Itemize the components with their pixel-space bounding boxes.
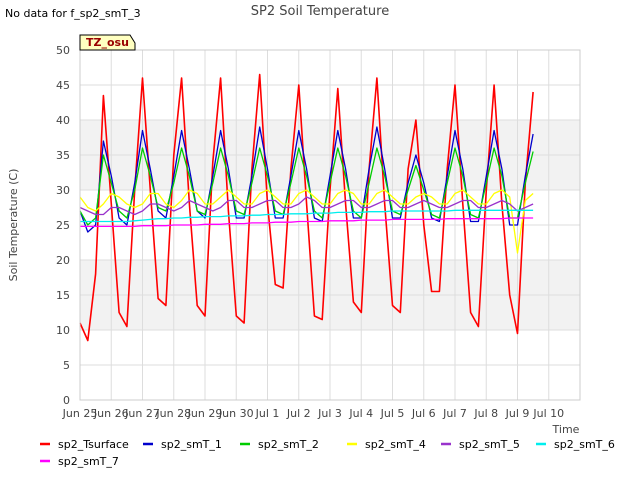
legend-label: sp2_smT_5 (459, 438, 520, 451)
x-tick-label: Jul 2 (286, 407, 311, 420)
y-tick-label: 10 (56, 324, 70, 337)
series-line-sp2_Tsurface (79, 73, 534, 342)
x-tick-label: Jun 29 (187, 407, 223, 420)
x-axis-label: Time (552, 423, 580, 436)
no-data-note: No data for f_sp2_smT_3 (5, 7, 141, 20)
x-tick-label: Jul 10 (532, 407, 564, 420)
timezone-badge: TZ_osu (79, 34, 136, 51)
y-axis-label: Soil Temperature (C) (7, 169, 20, 282)
legend-label: sp2_smT_4 (365, 438, 426, 451)
chart-title: SP2 Soil Temperature (251, 4, 389, 19)
legend-label: sp2_smT_7 (58, 455, 119, 468)
plot-frame (79, 49, 581, 401)
y-tick-label: 45 (56, 79, 70, 92)
timezone-badge-box (79, 34, 136, 51)
series-line-sp2_smT_7 (80, 217, 534, 228)
y-tick-label: 5 (63, 359, 70, 372)
legend: sp2_Tsurface sp2_smT_1 sp2_smT_2 sp2_smT_4 s… (40, 438, 615, 468)
x-tick-label: Jun 28 (155, 407, 191, 420)
x-tick-label: Jul 7 (442, 407, 467, 420)
legend-label: sp2_smT_1 (161, 438, 222, 451)
x-tick-label: Jul 6 (411, 407, 436, 420)
legend-label: sp2_smT_6 (554, 438, 615, 451)
y-tick-label: 0 (63, 394, 70, 407)
y-tick-label: 40 (56, 114, 70, 127)
y-tick-label: 35 (56, 149, 70, 162)
x-tick-label: Jun 27 (124, 407, 160, 420)
y-tick-label: 15 (56, 289, 70, 302)
legend-label: sp2_smT_2 (258, 438, 319, 451)
grid-lines (79, 49, 580, 401)
y-axis-ticks: 0 5 10 15 20 25 30 35 40 45 50 (56, 44, 70, 407)
legend-label: sp2_Tsurface (58, 438, 129, 451)
y-tick-label: 25 (56, 219, 70, 232)
series-line-sp2_smT_5 (79, 196, 534, 216)
x-tick-label: Jul 5 (380, 407, 405, 420)
y-tick-label: 50 (56, 44, 70, 57)
series-line-sp2_smT_4 (79, 189, 534, 254)
series-line-sp2_smT_2 (79, 147, 534, 226)
x-tick-label: Jul 4 (348, 407, 373, 420)
x-tick-label: Jun 25 (62, 407, 98, 420)
series-line-sp2_smT_6 (80, 209, 534, 223)
series-layer (79, 73, 534, 342)
x-tick-label: Jul 3 (317, 407, 342, 420)
x-tick-label: Jul 9 (505, 407, 530, 420)
x-tick-label: Jun 26 (93, 407, 129, 420)
x-tick-label: Jul 8 (473, 407, 498, 420)
x-tick-label: Jul 1 (255, 407, 280, 420)
x-tick-label: Jun 30 (218, 407, 254, 420)
timezone-badge-text: TZ_osu (86, 36, 129, 49)
y-tick-label: 30 (56, 184, 70, 197)
y-tick-label: 20 (56, 254, 70, 267)
